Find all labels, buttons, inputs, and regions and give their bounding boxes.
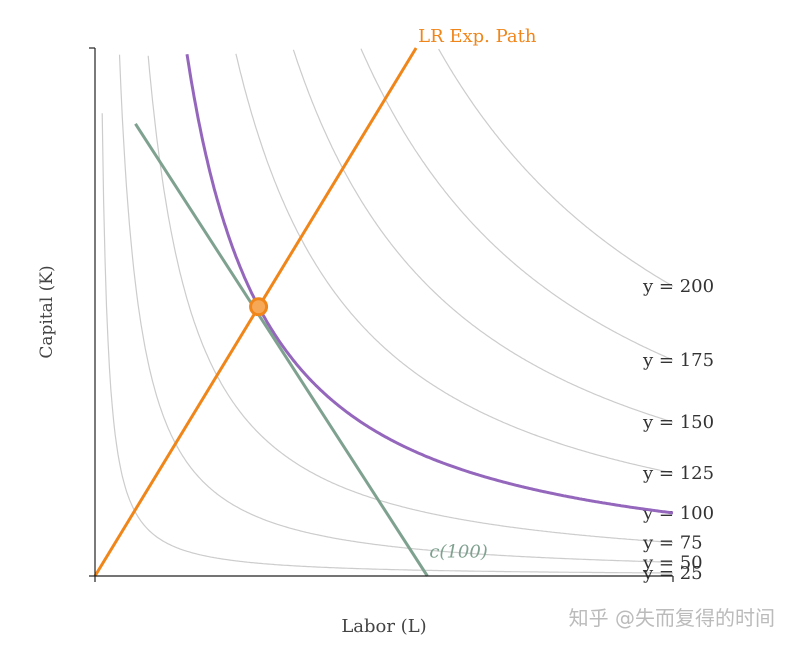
isocost-line bbox=[134, 123, 429, 577]
isoquant-curve-50 bbox=[118, 54, 674, 563]
watermark: 知乎 @失而复得的时间 bbox=[568, 606, 775, 630]
isoquant-label-125: y = 125 bbox=[642, 463, 714, 484]
x-axis-label: Labor (L) bbox=[341, 616, 426, 637]
isocost-label: c(100) bbox=[429, 542, 487, 563]
isoquant-100-curve bbox=[185, 54, 674, 515]
isoquant-label-75: y = 75 bbox=[642, 533, 703, 554]
isoquant-curve-25 bbox=[101, 113, 673, 574]
isoquant-label-100: y = 100 bbox=[642, 503, 714, 524]
y-axis-label: Capital (K) bbox=[37, 265, 57, 358]
isoquant-curve-175 bbox=[360, 48, 674, 361]
isoquant-curve-100 bbox=[186, 54, 674, 514]
isoquant-label-50: y = 50 bbox=[642, 552, 703, 573]
isoquant-label-150: y = 150 bbox=[642, 412, 714, 433]
isoquant-label-200: y = 200 bbox=[642, 276, 714, 297]
isoquant-label-25: y = 25 bbox=[642, 563, 703, 584]
isoquant-label-175: y = 175 bbox=[642, 350, 714, 371]
isoquant-label-group: y = 25y = 50y = 75 y = 100 y = 125 y = 150 y… bbox=[642, 276, 714, 584]
isoquant-group bbox=[101, 48, 674, 574]
isoquant-curve-150 bbox=[292, 49, 674, 423]
expansion-path-label: LR Exp. Path bbox=[418, 26, 537, 47]
isoquant-curve-125 bbox=[235, 53, 674, 474]
isoquant-curve-75 bbox=[147, 55, 674, 544]
optimum-point bbox=[249, 297, 269, 317]
isoquant-curve-200 bbox=[438, 48, 674, 287]
